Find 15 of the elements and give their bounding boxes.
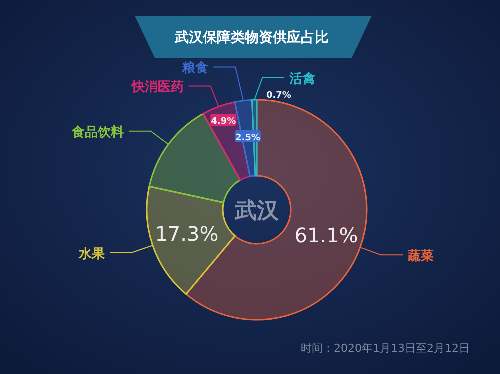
data-label: 4.9% — [211, 116, 236, 127]
text: 时间：2020年1月13日至2月12日 — [301, 342, 470, 355]
slice-label: 快消医药 — [130, 79, 184, 96]
slice-label: 蔬菜 — [407, 248, 434, 264]
data-label: 61.1% — [294, 223, 358, 248]
data-label: 2.5% — [235, 134, 260, 144]
text: 武汉 — [234, 199, 280, 224]
chart-title: 武汉保障类物资供应占比 — [174, 29, 329, 46]
data-label: 17.3% — [155, 222, 219, 246]
slice-label: 活禽 — [288, 71, 316, 88]
data-label: 0.7% — [266, 91, 292, 102]
slice-label: 水果 — [78, 246, 106, 262]
slice-label: 食品饮料 — [70, 125, 124, 140]
donut-slice — [146, 186, 236, 296]
slice-label: 粮食 — [182, 60, 209, 76]
